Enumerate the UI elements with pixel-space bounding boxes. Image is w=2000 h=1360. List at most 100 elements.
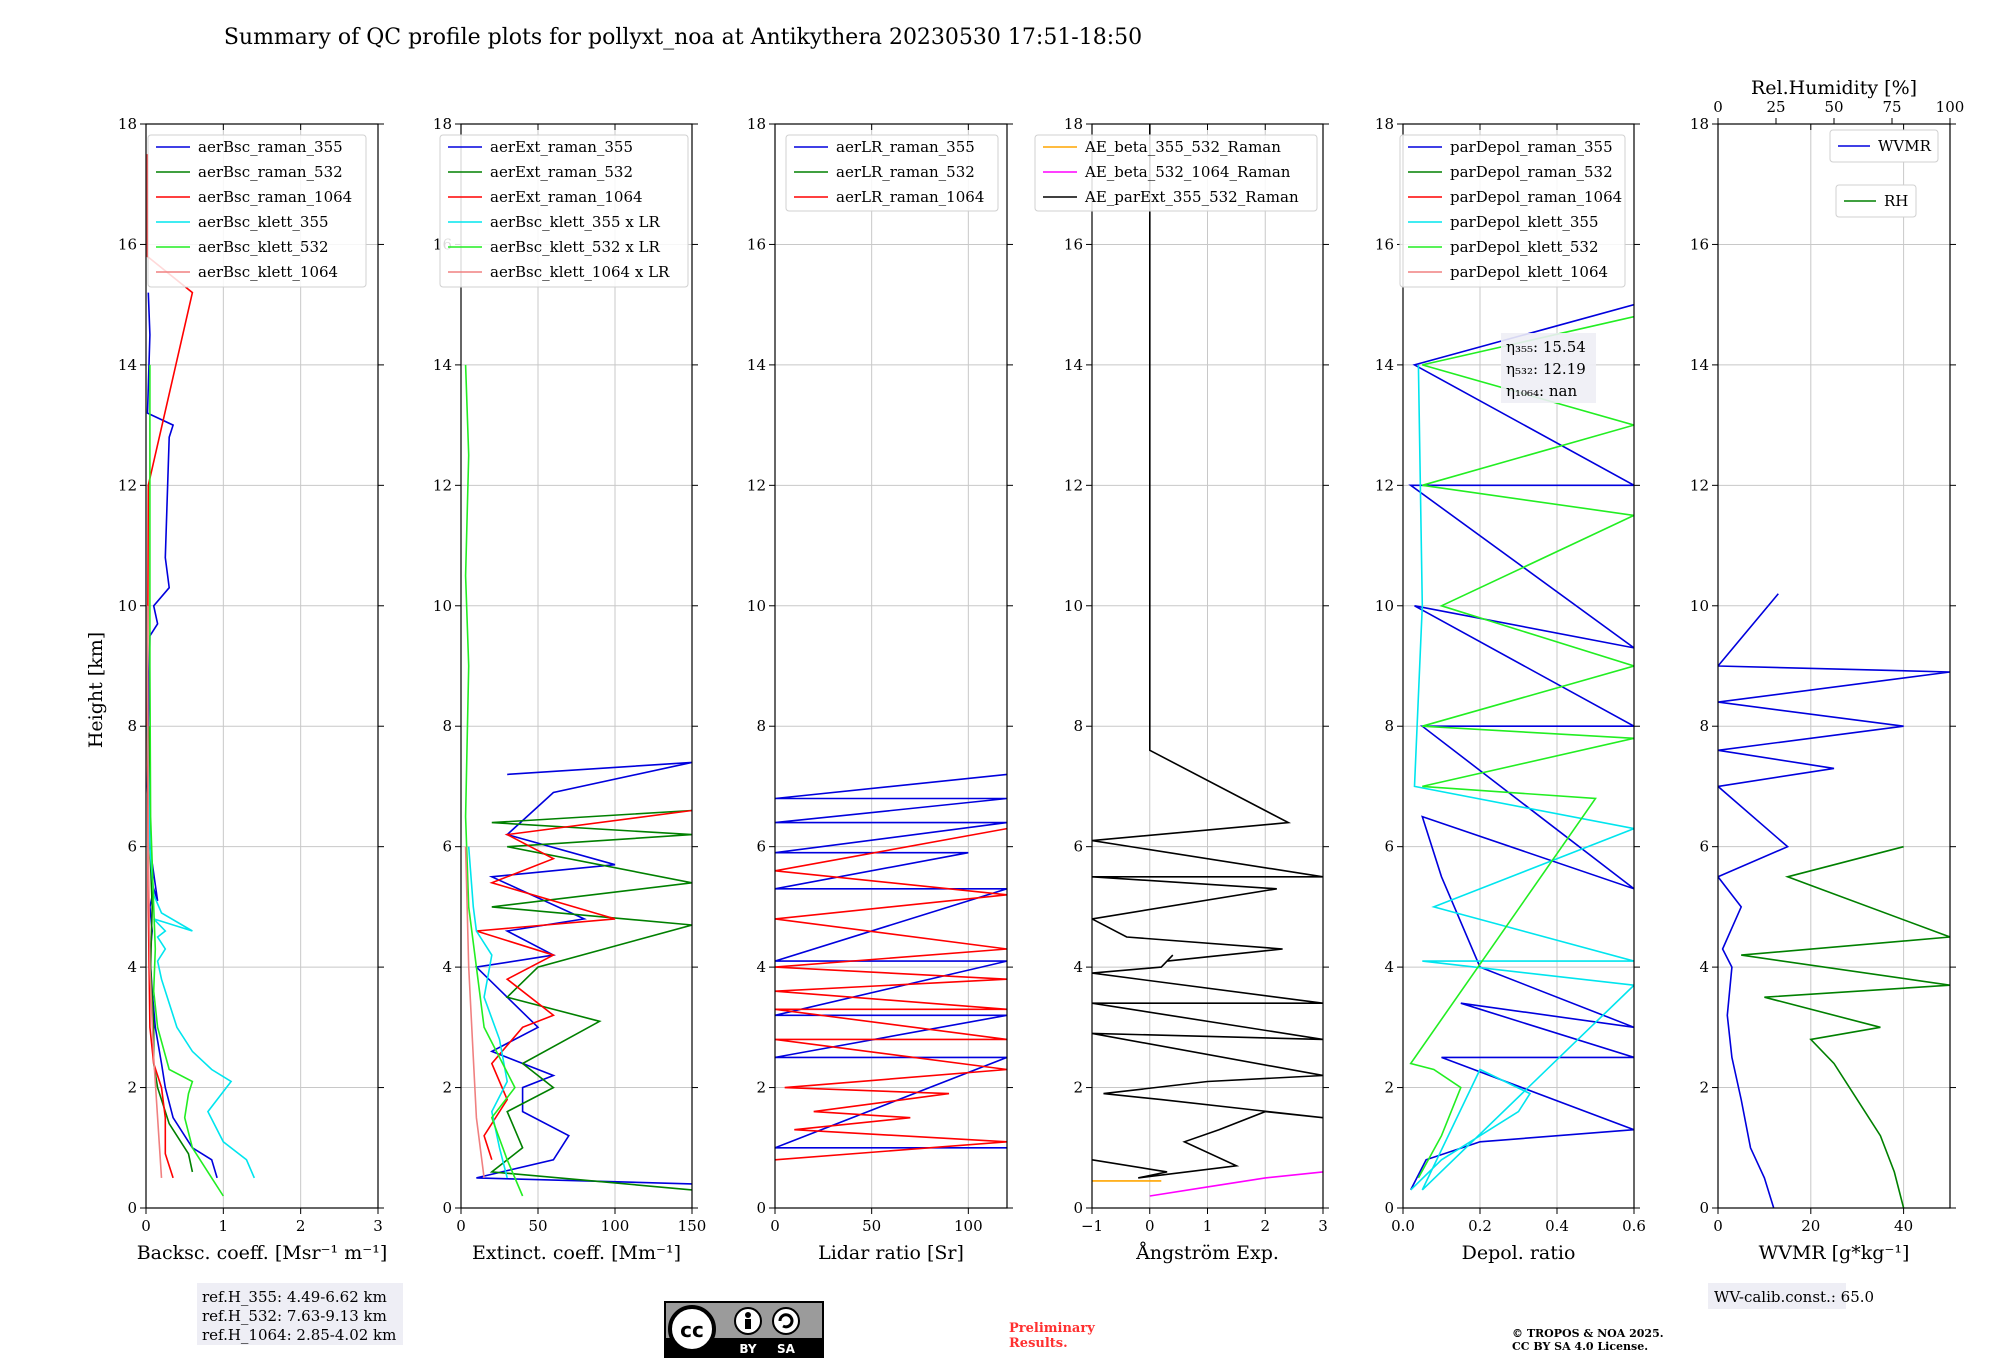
- y-tick-label: 16: [1064, 235, 1083, 253]
- wv-calib-box: WV-calib.const.: 65.0: [1708, 1283, 1874, 1309]
- eta-annotation-line: η₁₀₆₄: nan: [1506, 382, 1577, 400]
- legend-label: aerExt_raman_1064: [490, 188, 643, 206]
- by-label: BY: [739, 1342, 756, 1356]
- x-tick-label: 150: [678, 1217, 707, 1235]
- ref-height-1064: ref.H_1064: 2.85-4.02 km: [202, 1326, 396, 1344]
- y-tick-label: 12: [747, 476, 766, 494]
- y-tick-label: 18: [118, 115, 137, 133]
- legend-box: [439, 134, 689, 288]
- legend-label: aerBsc_klett_1064: [198, 263, 338, 281]
- y-tick-label: 10: [433, 597, 452, 615]
- y-tick-label: 4: [1073, 958, 1083, 976]
- series-group: [1408, 303, 1634, 1191]
- y-tick-label: 6: [756, 838, 766, 856]
- legend-label: parDepol_klett_1064: [1450, 263, 1608, 281]
- legend-label: parDepol_raman_355: [1450, 138, 1613, 156]
- legend-label: aerExt_raman_532: [490, 163, 633, 181]
- legend-box: [147, 134, 367, 288]
- y-tick-label: 2: [756, 1079, 766, 1097]
- x-tick-label: 0: [1713, 1217, 1723, 1235]
- series-line-parDepol_klett_532: [1409, 315, 1634, 1179]
- y-tick-label: 12: [433, 476, 452, 494]
- legend-box: [1399, 134, 1626, 288]
- y-tick-label: 16: [1375, 235, 1394, 253]
- legend-label: aerBsc_klett_1064 x LR: [490, 263, 670, 281]
- y-tick-label: 6: [1384, 838, 1394, 856]
- y-tick-label: 6: [1699, 838, 1709, 856]
- y-tick-label: 10: [1690, 597, 1709, 615]
- y-tick-label: 0: [756, 1199, 766, 1217]
- y-tick-label: 8: [1699, 717, 1709, 735]
- series-group: [1718, 593, 1950, 1208]
- x-axis-label: Ångström Exp.: [1135, 1242, 1279, 1264]
- y-tick-label: 18: [1375, 115, 1394, 133]
- series-line-AE_beta_532_1064_Raman: [1149, 1171, 1323, 1197]
- legend-label: aerBsc_klett_532: [198, 238, 329, 256]
- sa-label: SA: [777, 1342, 796, 1356]
- legend-label: aerBsc_klett_355: [198, 213, 329, 231]
- panel-extinction: 050100150024681012141618Extinct. coeff. …: [433, 115, 706, 1264]
- x-tick-label: 1: [1203, 1217, 1213, 1235]
- preliminary-label: Preliminary: [1009, 1321, 1095, 1336]
- series-group: [146, 154, 256, 1197]
- x-axis-label: Lidar ratio [Sr]: [818, 1242, 964, 1264]
- y-tick-label: 8: [1073, 717, 1083, 735]
- x-tick-label: 2: [1260, 1217, 1270, 1235]
- x-axis-label: Depol. ratio: [1462, 1242, 1576, 1264]
- wv-calib-background: [1708, 1283, 1846, 1309]
- y-tick-label: 16: [747, 235, 766, 253]
- y-tick-label: 18: [433, 115, 452, 133]
- x-tick-label: 3: [1318, 1217, 1328, 1235]
- x-tick-label: 50: [528, 1217, 547, 1235]
- series-line-RH: [1741, 845, 1950, 1208]
- series-line-parDepol_klett_355: [1410, 364, 1634, 1191]
- x-axis-label: Backsc. coeff. [Msr⁻¹ m⁻¹]: [137, 1242, 388, 1264]
- figure-title: Summary of QC profile plots for pollyxt_…: [224, 25, 1142, 50]
- x-tick-label: 0.6: [1622, 1217, 1646, 1235]
- x-tick-label: 0: [1145, 1217, 1155, 1235]
- x-tick-label: 0: [141, 1217, 151, 1235]
- legend-label: aerBsc_raman_355: [198, 138, 343, 156]
- x-tick-label: 50: [862, 1217, 881, 1235]
- y-tick-label: 6: [1073, 838, 1083, 856]
- legend-label: WVMR: [1878, 137, 1932, 155]
- legend-label: parDepol_raman_532: [1450, 163, 1613, 181]
- x-tick-label: 0: [770, 1217, 780, 1235]
- series-line-WVMR: [1718, 593, 1950, 1208]
- axes-frame: [1402, 123, 1635, 1209]
- panel-water_vapor: 0 20 40 0 2 4 6 8 10 12 14 16 18 WVMR [g*kg⁻¹] 0 25 50 75…: [1690, 77, 1964, 1264]
- top-x-tick-label: 25: [1766, 98, 1785, 116]
- y-tick-label: 2: [442, 1079, 452, 1097]
- y-axis-label: Height [km]: [85, 632, 107, 748]
- axes-frame: [145, 123, 379, 1209]
- series-line-aerBsc_klett_532: [149, 364, 224, 1197]
- x-axis-label: Extinct. coeff. [Mm⁻¹]: [472, 1242, 681, 1264]
- sa-circle-icon: [772, 1307, 800, 1335]
- axes-frame: [774, 123, 1008, 1209]
- y-tick-label: 4: [1699, 958, 1709, 976]
- legend-label: aerLR_raman_355: [836, 138, 975, 156]
- ref-heights-box: ref.H_355: 4.49-6.62 km ref.H_532: 7.63-…: [197, 1283, 403, 1345]
- legend-label: aerBsc_raman_1064: [198, 188, 352, 206]
- sa-arrow-icon: [778, 1313, 794, 1329]
- legend-label: aerBsc_klett_532 x LR: [490, 238, 661, 256]
- legend-label: AE_beta_532_1064_Raman: [1084, 163, 1291, 181]
- y-tick-label: 0: [442, 1199, 452, 1217]
- y-tick-label: 4: [756, 958, 766, 976]
- top-x-tick-label: 75: [1882, 98, 1901, 116]
- x-tick-label: 2: [296, 1217, 306, 1235]
- series-line-aerLR_raman_355: [775, 773, 1007, 1149]
- ref-height-532: ref.H_532: 7.63-9.13 km: [202, 1307, 387, 1325]
- series-group: [1092, 124, 1323, 1197]
- legend-label: AE_beta_355_532_Raman: [1084, 138, 1281, 156]
- legend-box: [785, 134, 999, 212]
- legend-label: parDepol_klett_355: [1450, 213, 1599, 231]
- series-line-aerBsc_klett_1064: [146, 605, 163, 1178]
- y-tick-label: 12: [1375, 476, 1394, 494]
- eta-annotation-line: η₃₅₅: 15.54: [1506, 338, 1586, 356]
- y-tick-label: 0: [127, 1199, 137, 1217]
- y-tick-label: 14: [747, 356, 766, 374]
- y-tick-label: 12: [1690, 476, 1709, 494]
- axes-frame: [460, 123, 693, 1209]
